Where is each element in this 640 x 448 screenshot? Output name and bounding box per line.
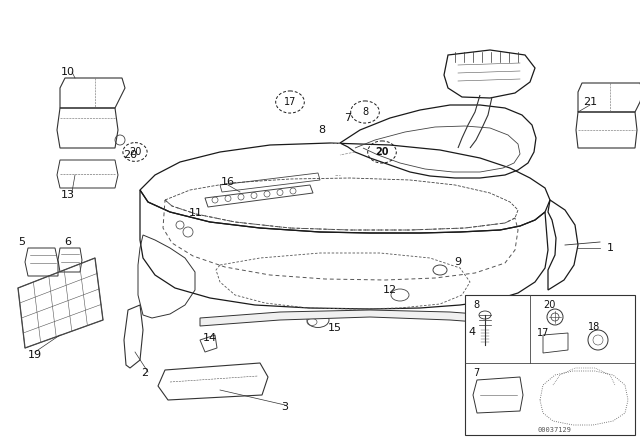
- Text: 20: 20: [129, 147, 141, 157]
- Text: 19: 19: [28, 350, 42, 360]
- Text: 9: 9: [454, 257, 461, 267]
- Text: 14: 14: [203, 333, 217, 343]
- Text: 3: 3: [282, 402, 289, 412]
- Text: 7: 7: [344, 113, 351, 123]
- Text: 7: 7: [473, 368, 479, 378]
- Text: 20: 20: [375, 147, 388, 157]
- Text: 21: 21: [583, 97, 597, 107]
- Text: 18: 18: [588, 322, 600, 332]
- Text: 11: 11: [189, 208, 203, 218]
- Text: 00037129: 00037129: [537, 427, 571, 433]
- Text: 17: 17: [284, 97, 296, 107]
- Text: 1: 1: [607, 243, 614, 253]
- FancyBboxPatch shape: [465, 295, 635, 435]
- Text: 4: 4: [468, 327, 476, 337]
- Text: 15: 15: [328, 323, 342, 333]
- Text: 13: 13: [61, 190, 75, 200]
- Text: 10: 10: [61, 67, 75, 77]
- Text: 20: 20: [123, 150, 137, 160]
- Text: 12: 12: [383, 285, 397, 295]
- Text: 8: 8: [473, 300, 479, 310]
- Text: 20: 20: [543, 300, 556, 310]
- Text: 8: 8: [362, 107, 368, 117]
- Text: 2: 2: [141, 368, 148, 378]
- Text: 17: 17: [537, 328, 549, 338]
- Polygon shape: [200, 310, 570, 336]
- Text: 16: 16: [221, 177, 235, 187]
- Text: 5: 5: [19, 237, 26, 247]
- Text: 6: 6: [65, 237, 72, 247]
- Text: 8: 8: [319, 125, 326, 135]
